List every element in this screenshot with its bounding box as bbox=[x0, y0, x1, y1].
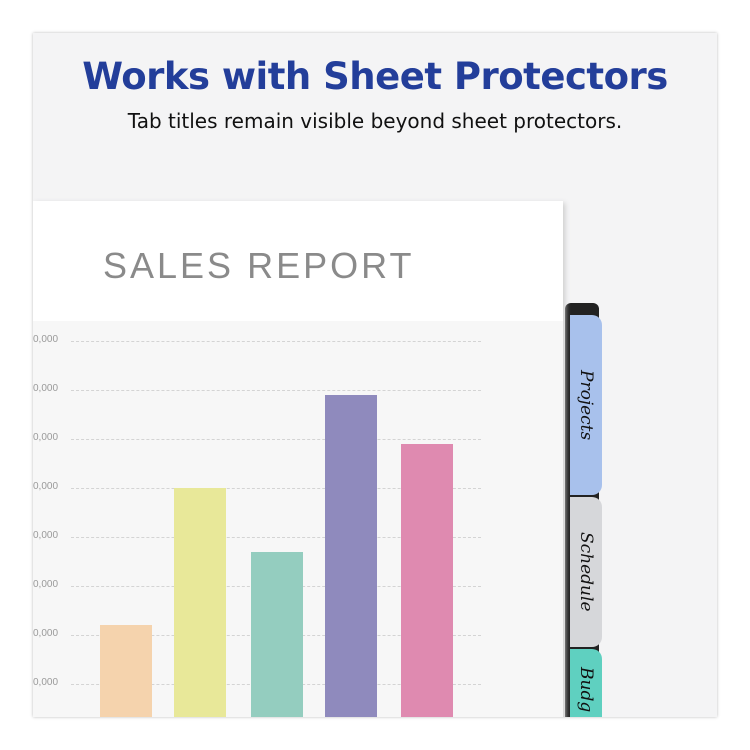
bar-1 bbox=[100, 625, 152, 717]
bar-4 bbox=[325, 394, 377, 717]
gridline bbox=[71, 341, 481, 342]
y-tick-label: 0,000 bbox=[33, 530, 59, 541]
product-card: Works with Sheet Protectors Tab titles r… bbox=[33, 33, 717, 717]
y-tick-label: 0,000 bbox=[33, 383, 59, 394]
tab-projects: Projects bbox=[570, 315, 602, 495]
gridline bbox=[71, 537, 481, 538]
y-tick-label: 0,000 bbox=[33, 579, 59, 590]
y-tick-label: 0,000 bbox=[33, 481, 59, 492]
y-tick-label: 0,000 bbox=[33, 677, 59, 688]
bar-5 bbox=[401, 443, 453, 717]
tab-budget: Budg bbox=[570, 649, 602, 717]
sheet-header: SALES REPORT bbox=[33, 201, 563, 321]
tab-label: Projects bbox=[576, 369, 596, 441]
subline: Tab titles remain visible beyond sheet p… bbox=[127, 109, 623, 133]
sales-report-sheet: SALES REPORT 0,000 0,000 0,000 0,000 0,000 0,… bbox=[33, 201, 563, 717]
y-tick-label: 0,000 bbox=[33, 628, 59, 639]
tab-label: Budg bbox=[576, 667, 596, 713]
gridline bbox=[71, 439, 481, 440]
tab-schedule: Schedule bbox=[570, 497, 602, 647]
gridline bbox=[71, 488, 481, 489]
y-tick-label: 0,000 bbox=[33, 432, 59, 443]
chart-title: SALES REPORT bbox=[103, 245, 415, 286]
tab-label: Schedule bbox=[576, 532, 596, 612]
bar-3 bbox=[251, 551, 303, 717]
bar-2 bbox=[174, 488, 226, 717]
headline: Works with Sheet Protectors bbox=[82, 55, 668, 98]
gridline bbox=[71, 390, 481, 391]
y-tick-label: 0,000 bbox=[33, 334, 59, 345]
